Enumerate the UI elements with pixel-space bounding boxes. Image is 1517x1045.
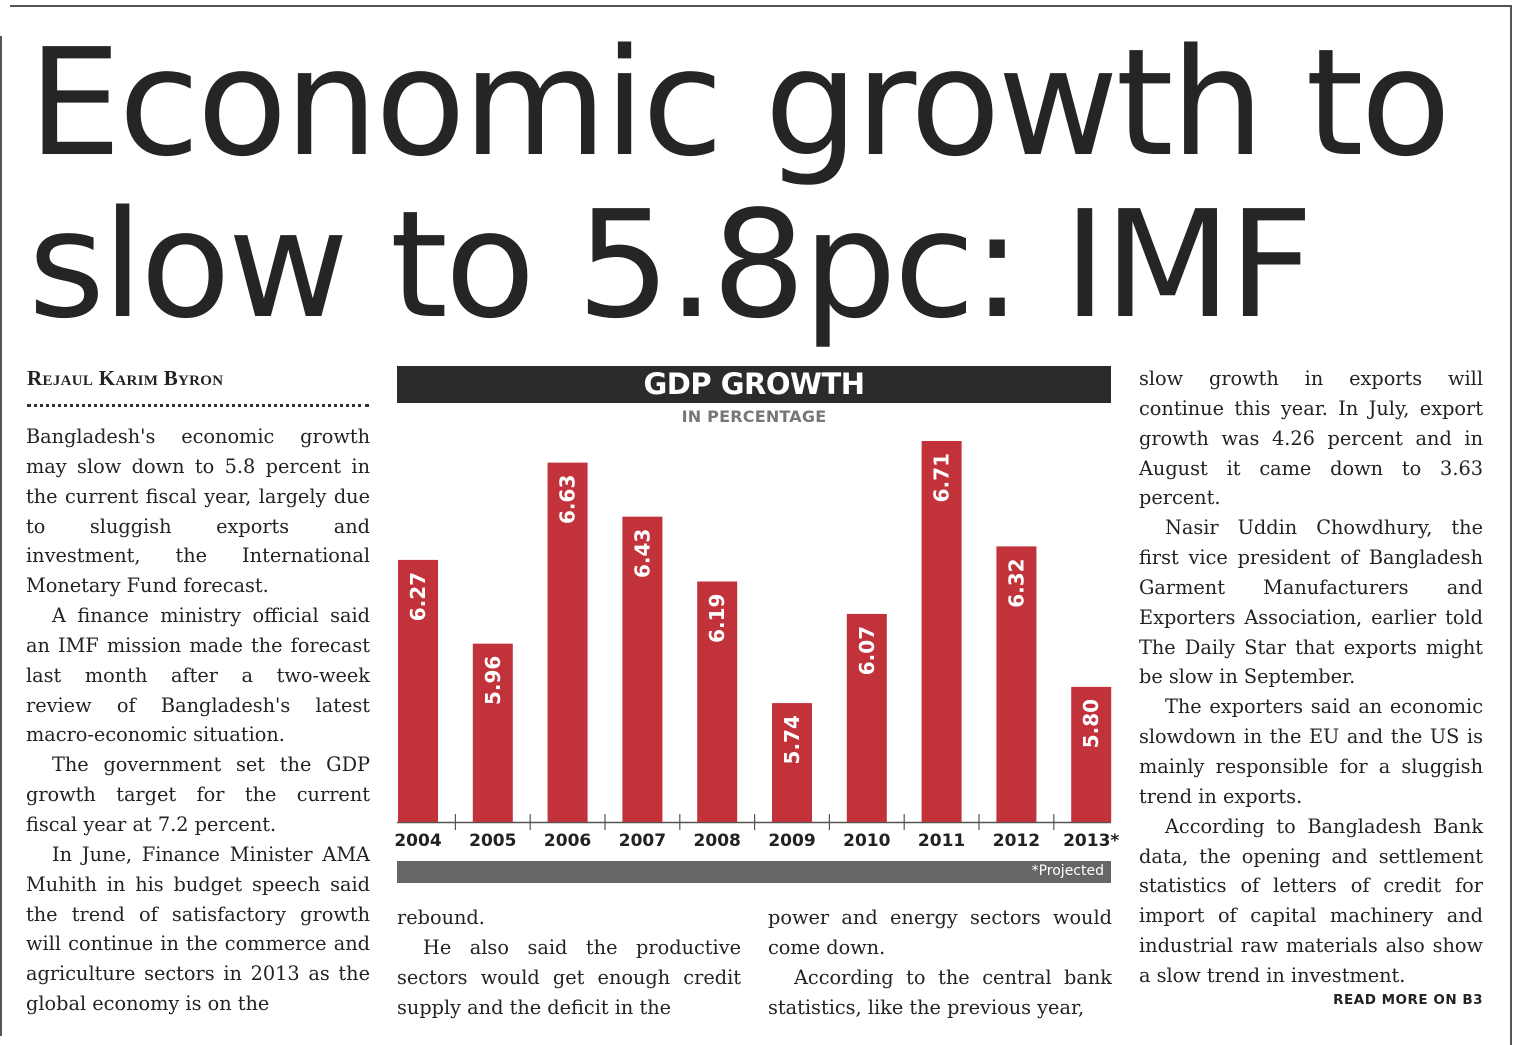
bar-2006 (547, 462, 588, 822)
chart-title: GDP GROWTH (397, 366, 1111, 403)
category-label: 2008 (694, 831, 741, 851)
paragraph: According to Bangladesh Bank data, the o… (1139, 814, 1483, 987)
page-frame (10, 5, 1512, 1045)
value-label: 6.71 (930, 453, 954, 502)
paragraph: Nasir Uddin Chowdhury, the first vice pr… (1139, 516, 1483, 689)
bar-2009 (772, 703, 812, 822)
paragraph: In June, Finance Minister AMA Muhith in … (26, 842, 370, 1016)
byline: Rejaul Karim Byron (27, 366, 224, 390)
article-column-2: rebound. He also said the productive sec… (397, 903, 741, 1022)
chart-subtitle: IN PERCENTAGE (681, 407, 827, 426)
category-label: 2009 (768, 831, 815, 851)
headline: Economic growth to slow to 5.8pc: IMF (28, 22, 1451, 346)
value-label: 6.27 (406, 572, 430, 621)
read-more-link[interactable]: READ MORE ON B3 (1333, 992, 1483, 1008)
headline-line-2: slow to 5.8pc: IMF (28, 179, 1314, 351)
paragraph: According to the central bank statistics… (768, 965, 1112, 1019)
bar-2007 (622, 516, 663, 822)
paragraph: A finance ministry official said an IMF … (26, 604, 370, 747)
category-label: 2010 (843, 831, 890, 851)
category-label: 2004 (394, 831, 441, 851)
category-label: 2011 (918, 831, 965, 851)
paragraph: rebound. (397, 906, 485, 929)
headline-line-1: Economic growth to (28, 17, 1451, 189)
projected-footnote: *Projected (1031, 863, 1104, 879)
bar-2013 (1071, 686, 1112, 822)
paragraph: slow growth in exports will continue thi… (1139, 367, 1483, 510)
category-label: 2007 (619, 831, 666, 851)
value-label: 6.32 (1004, 558, 1028, 607)
value-label: 5.80 (1079, 699, 1103, 748)
value-label: 6.63 (556, 475, 580, 524)
paragraph: Bangladesh's economic growth may slow do… (26, 425, 370, 598)
category-label: 2005 (469, 831, 516, 851)
bar-2012 (996, 546, 1037, 822)
article-column-4: slow growth in exports will continue thi… (1139, 364, 1483, 991)
article-column-3: power and energy sectors would come down… (768, 903, 1112, 1022)
bar-2011 (921, 441, 962, 822)
value-label: 5.96 (481, 656, 505, 705)
value-label: 6.07 (855, 626, 879, 675)
paragraph: The government set the GDP growth target… (26, 753, 370, 836)
article-column-1: Bangladesh's economic growth may slow do… (26, 422, 370, 1019)
category-label: 2012 (993, 831, 1040, 851)
bar-2008 (697, 581, 738, 822)
footnote-bar: *Projected (397, 861, 1111, 883)
byline-divider (27, 404, 369, 407)
category-label: 2013* (1063, 831, 1119, 851)
paragraph: He also said the productive sectors woul… (397, 935, 741, 1019)
paragraph: The exporters said an economic slowdown … (1139, 695, 1483, 808)
category-label: 2006 (544, 831, 591, 851)
value-label: 5.74 (780, 715, 804, 764)
value-label: 6.43 (630, 529, 654, 578)
bar-2010 (846, 613, 887, 822)
paragraph: power and energy sectors would come down… (768, 906, 1112, 959)
bar-2005 (472, 643, 513, 822)
left-rule (0, 36, 2, 1036)
bar-2004 (398, 559, 438, 822)
value-label: 6.19 (705, 594, 729, 643)
